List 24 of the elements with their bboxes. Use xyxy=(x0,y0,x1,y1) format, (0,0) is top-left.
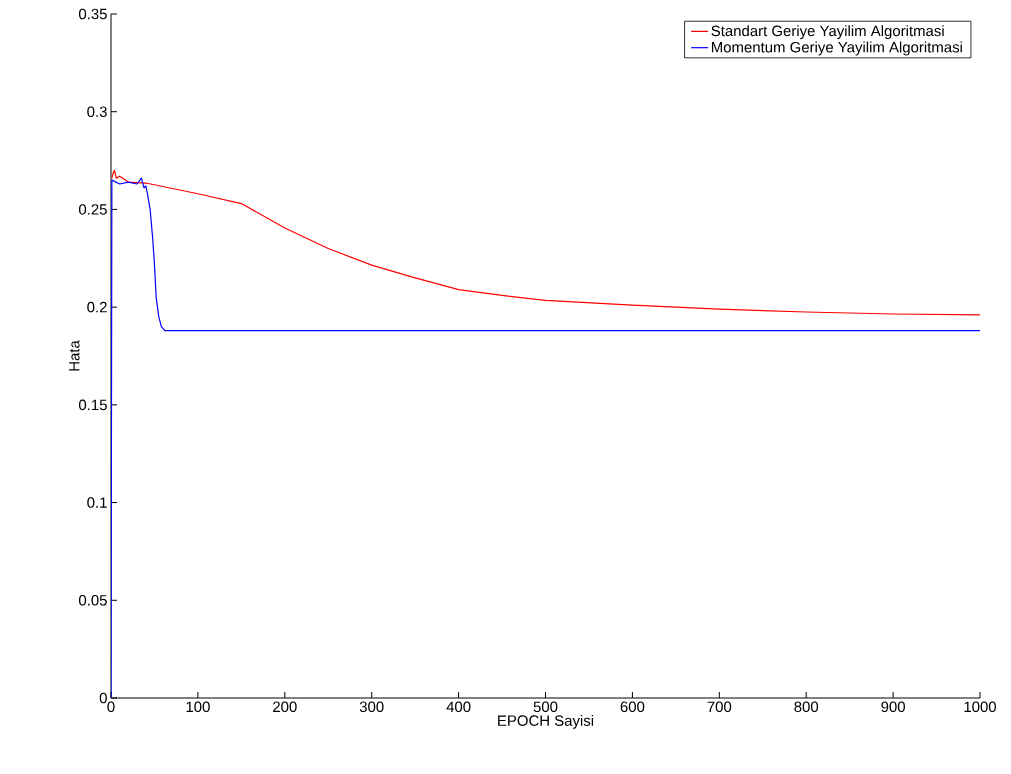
x-tick-label: 200 xyxy=(273,701,297,713)
y-tick-label: 0.3 xyxy=(87,106,107,117)
y-tick-label: 0.05 xyxy=(78,594,107,606)
x-tick-label: 500 xyxy=(533,701,558,713)
x-tick-label: 100 xyxy=(186,701,210,713)
x-tick-label: 800 xyxy=(794,701,819,713)
x-tick-label: 900 xyxy=(881,701,905,713)
y-tick-label: 0.35 xyxy=(78,8,107,20)
x-tick-label: 300 xyxy=(359,701,384,713)
legend-label: Standart Geriye Yayilim Algoritmasi xyxy=(711,25,944,40)
y-tick-label: 0.25 xyxy=(78,204,107,215)
line-series xyxy=(111,169,981,316)
x-tick-label: 700 xyxy=(707,701,732,713)
x-tick-label: 600 xyxy=(620,701,645,713)
legend-label: Momentum Geriye Yayilim Algoritmasi xyxy=(711,41,962,56)
x-tick-label: 400 xyxy=(446,701,471,713)
y-tick-label: 0.15 xyxy=(78,399,107,411)
y-tick-label: 0 xyxy=(99,692,107,704)
x-axis-title: EPOCH Sayisi xyxy=(498,714,594,729)
y-tick-label: 0.2 xyxy=(87,301,107,313)
y-axis-title: Hata xyxy=(69,340,80,371)
x-tick-label: 0 xyxy=(107,701,115,713)
y-tick-label: 0.1 xyxy=(87,497,107,508)
x-tick-label: 1000 xyxy=(964,701,997,713)
